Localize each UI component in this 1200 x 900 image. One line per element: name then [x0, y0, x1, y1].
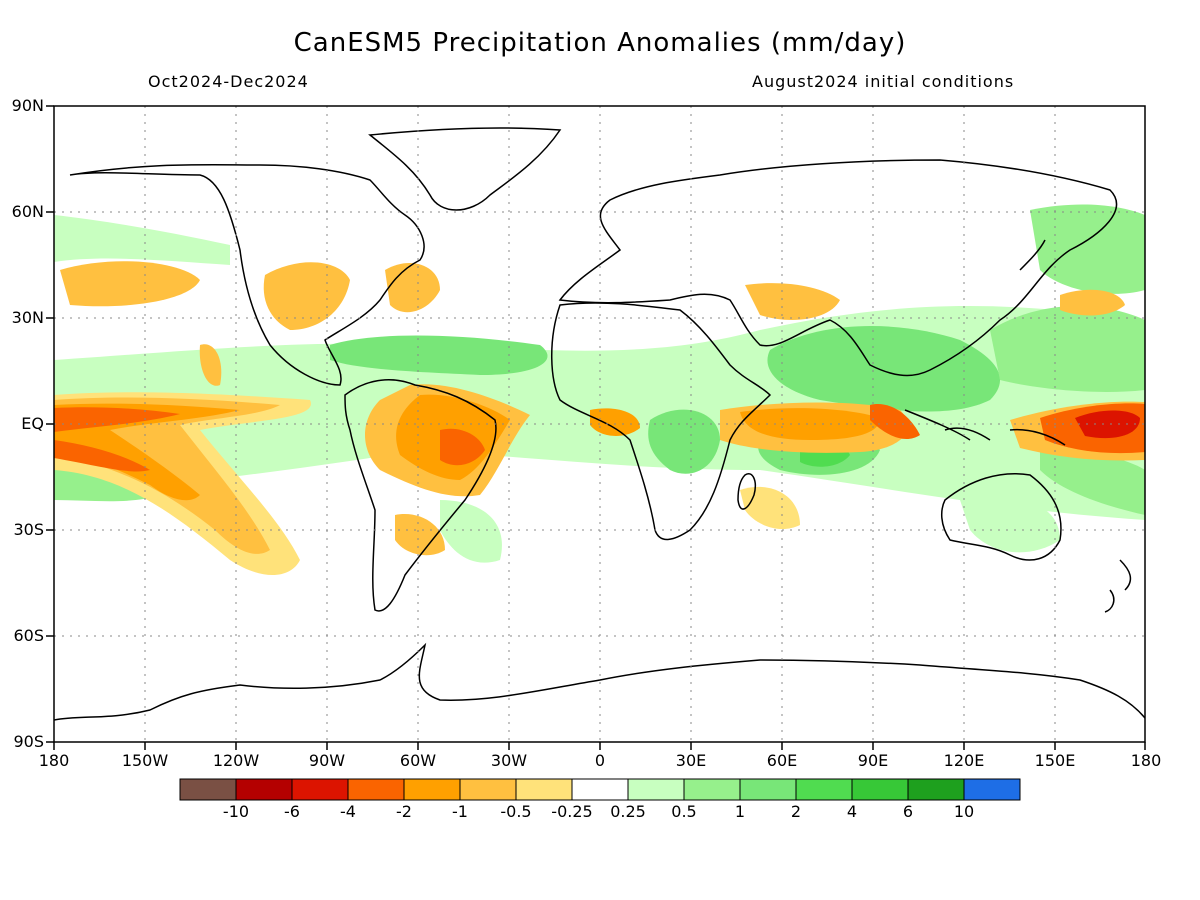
colorbar-swatch-1 [235, 778, 293, 801]
colorbar-swatch-3 [347, 778, 405, 801]
lat-label-30n: 30N [11, 308, 44, 327]
dry-indian-mid [740, 408, 880, 440]
coast-antarctica [54, 642, 1145, 721]
colorbar-swatch-12 [851, 778, 909, 801]
wet-south-pacific [54, 470, 160, 502]
dry-s-america-south [395, 514, 445, 556]
lon-label-90e: 90E [857, 751, 889, 770]
colorbar-swatch-13 [907, 778, 965, 801]
lon-label-30e: 30E [675, 751, 707, 770]
dry-central-america [199, 344, 222, 386]
lat-label-60n: 60N [11, 202, 44, 221]
axis-ticks [46, 105, 1146, 750]
colorbar-swatch-8 [627, 778, 685, 801]
colorbar-swatch-11 [795, 778, 853, 801]
colorbar-label-9: 1 [734, 802, 746, 821]
lon-label-60w: 60W [399, 751, 437, 770]
colorbar-label-11: 4 [846, 802, 858, 821]
coast-south-america [344, 379, 497, 612]
dry-n-pacific-east [1060, 289, 1125, 316]
lon-label-0: 0 [594, 751, 606, 770]
dry-amazon-core [440, 428, 485, 466]
coast-new-zealand [1104, 559, 1132, 613]
coastlines [54, 127, 1145, 721]
lat-label-90s: 90S [13, 732, 44, 751]
colorbar-swatch-10 [739, 778, 797, 801]
coast-greenland [368, 127, 562, 211]
wet-ne-pacific [54, 215, 230, 265]
lon-label-150w: 150W [121, 751, 169, 770]
forecast-period: Oct2024-Dec2024 [148, 72, 309, 91]
dry-pacific-core-south [54, 440, 150, 472]
wet-caribbean [330, 335, 548, 375]
lon-label-90w: 90W [308, 751, 346, 770]
colorbar-label-13: 10 [953, 802, 975, 821]
dry-arabia [745, 283, 840, 320]
colorbar [179, 778, 1021, 801]
colorbar-swatch-5 [459, 778, 517, 801]
initial-conditions: August2024 initial conditions [752, 72, 1015, 91]
coast-africa [551, 302, 772, 541]
dry-n-america [263, 262, 350, 330]
colorbar-swatch-4 [403, 778, 461, 801]
colorbar-label-3: -2 [396, 802, 412, 821]
dry-n-atlantic [385, 262, 440, 313]
colorbar-swatch-0 [179, 778, 237, 801]
lat-label-30s: 30S [13, 520, 44, 539]
wet-s-america-south [440, 500, 502, 563]
anomaly-fields [54, 204, 1145, 575]
colorbar-label-8: 0.5 [671, 802, 697, 821]
coast-japan [1019, 239, 1046, 271]
graticule [54, 106, 1145, 742]
wet-australia [960, 496, 1060, 553]
lon-label-120e: 120E [943, 751, 985, 770]
lon-label-30w: 30W [490, 751, 528, 770]
colorbar-label-4: -1 [452, 802, 468, 821]
wet-w-pacific-north [990, 306, 1145, 392]
wet-se-pacific-trop [1040, 440, 1145, 515]
colorbar-label-1: -6 [284, 802, 300, 821]
colorbar-swatch-14 [963, 778, 1021, 801]
coast-madagascar [737, 473, 757, 510]
dry-n-pacific [60, 261, 200, 307]
dry-w-pacific-core [1075, 410, 1140, 439]
dry-pacific-strong [54, 403, 240, 501]
colorbar-swatch-2 [291, 778, 349, 801]
dry-pacific-core [54, 407, 180, 432]
colorbar-swatch-7 [571, 778, 629, 801]
colorbar-label-6: -0.25 [551, 802, 593, 821]
colorbar-label-7: 0.25 [610, 802, 646, 821]
dry-s-indian [740, 486, 800, 530]
lon-label-150e: 150E [1034, 751, 1076, 770]
lat-label-60s: 60S [13, 626, 44, 645]
lon-label-180e: 180 [1130, 751, 1162, 770]
lon-label-180w: 180 [38, 751, 70, 770]
coast-europe-asia [558, 159, 1118, 377]
lon-label-120w: 120W [212, 751, 260, 770]
colorbar-label-10: 2 [790, 802, 802, 821]
colorbar-label-5: -0.5 [500, 802, 532, 821]
coast-australia [940, 473, 1062, 561]
colorbar-label-2: -4 [340, 802, 356, 821]
coast-indonesia [904, 409, 1066, 446]
colorbar-swatch-6 [515, 778, 573, 801]
wet-indian-ocean [767, 326, 1000, 412]
dry-sumatra [870, 404, 920, 440]
colorbar-label-12: 6 [902, 802, 914, 821]
dry-gulf-guinea [590, 408, 640, 436]
lat-label-90n: 90N [11, 96, 44, 115]
coast-north-america [69, 163, 425, 386]
colorbar-label-0: -10 [222, 802, 250, 821]
lat-label-eq: EQ [21, 414, 44, 433]
map-title: CanESM5 Precipitation Anomalies (mm/day) [293, 28, 907, 58]
colorbar-swatch-9 [683, 778, 741, 801]
wet-central-africa [648, 409, 720, 474]
lon-label-60e: 60E [766, 751, 798, 770]
wet-north-pacific [1030, 204, 1145, 294]
